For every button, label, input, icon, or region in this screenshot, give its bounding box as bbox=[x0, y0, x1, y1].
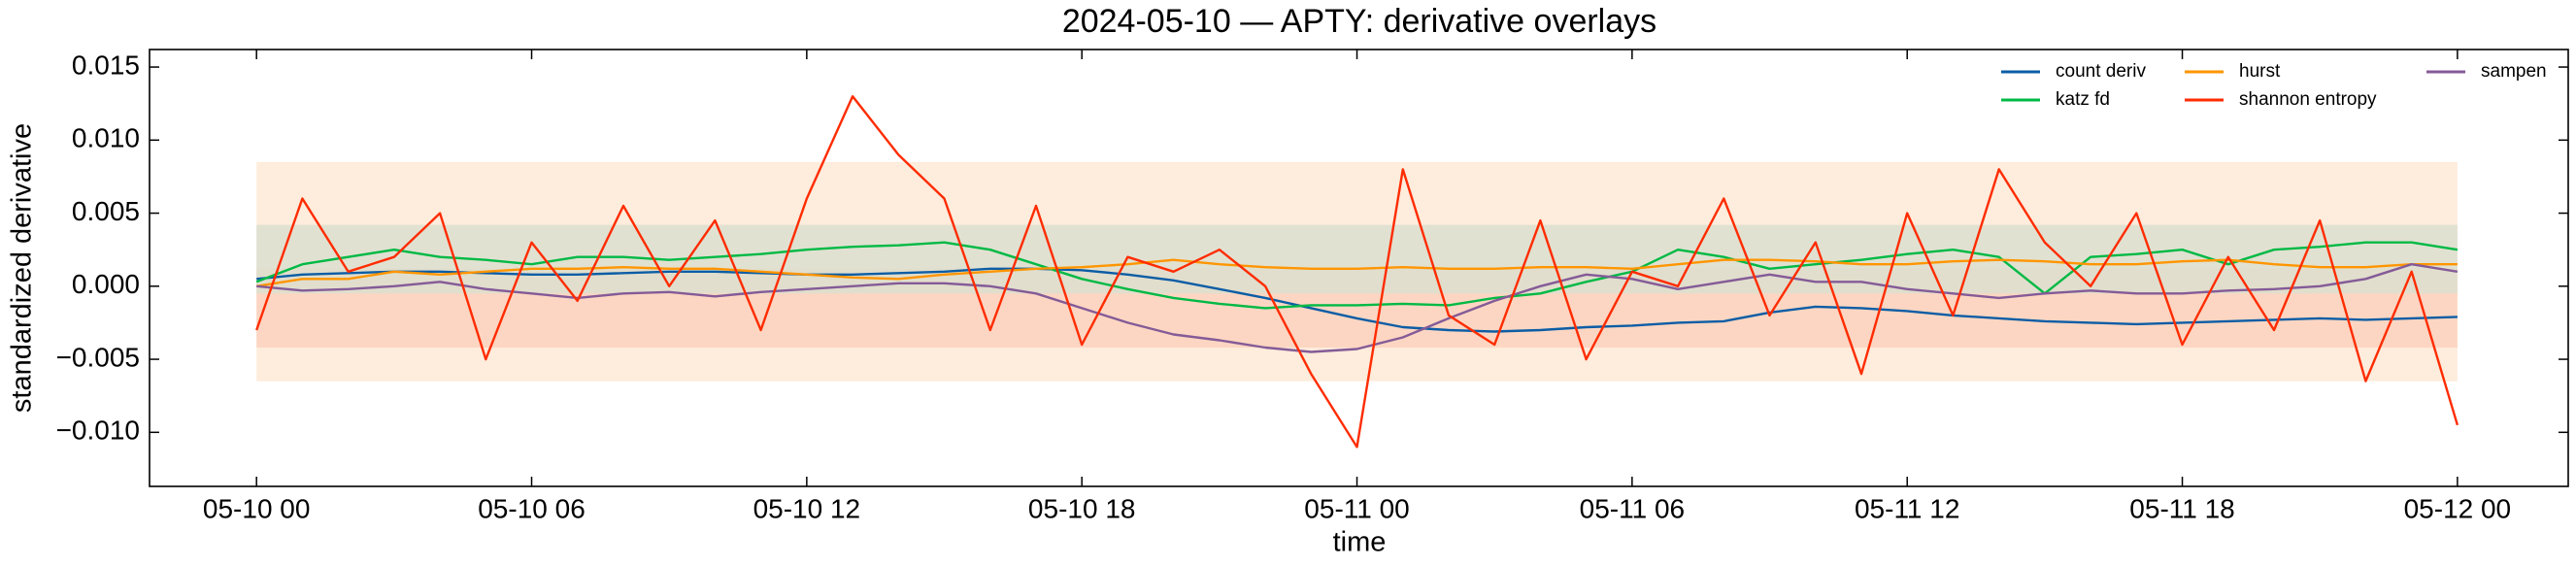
series-line bbox=[256, 263, 2459, 353]
series-line bbox=[255, 241, 2459, 310]
y-tick-label: 0.005 bbox=[72, 196, 140, 226]
series-line bbox=[256, 267, 2458, 333]
band bbox=[256, 224, 2458, 294]
x-tick-label: 05-10 18 bbox=[1028, 493, 1136, 523]
x-tick-label: 05-10 06 bbox=[478, 493, 585, 523]
x-axis-label: time bbox=[1333, 527, 1387, 558]
legend-label: sampen bbox=[2481, 61, 2547, 82]
y-tick-label: 0.000 bbox=[72, 269, 140, 299]
y-tick-label: −0.010 bbox=[56, 416, 140, 446]
y-tick-label: −0.005 bbox=[56, 342, 140, 372]
legend-label: katz fd bbox=[2056, 89, 2110, 110]
axes-frame bbox=[149, 49, 2569, 487]
x-tick-label: 05-11 00 bbox=[1304, 493, 1409, 523]
x-tick-label: 05-10 12 bbox=[753, 493, 861, 523]
y-tick-label: 0.015 bbox=[72, 50, 140, 80]
series-line bbox=[255, 95, 2459, 449]
series-line bbox=[256, 258, 2458, 287]
legend-label: count deriv bbox=[2056, 61, 2146, 82]
x-tick-label: 05-11 06 bbox=[1580, 493, 1685, 523]
legend-label: shannon entropy bbox=[2239, 89, 2377, 110]
x-tick-label: 05-10 00 bbox=[203, 493, 311, 523]
x-tick-label: 05-11 18 bbox=[2129, 493, 2234, 523]
y-tick-label: 0.010 bbox=[72, 123, 140, 153]
chart-title: 2024-05-10 — APTY: derivative overlays bbox=[1062, 3, 1656, 40]
y-axis-label: standardized derivative bbox=[7, 123, 38, 413]
plot-area bbox=[255, 95, 2459, 449]
x-tick-label: 05-11 12 bbox=[1855, 493, 1959, 523]
legend-label: hurst bbox=[2239, 61, 2281, 82]
x-tick-label: 05-12 00 bbox=[2404, 493, 2512, 523]
